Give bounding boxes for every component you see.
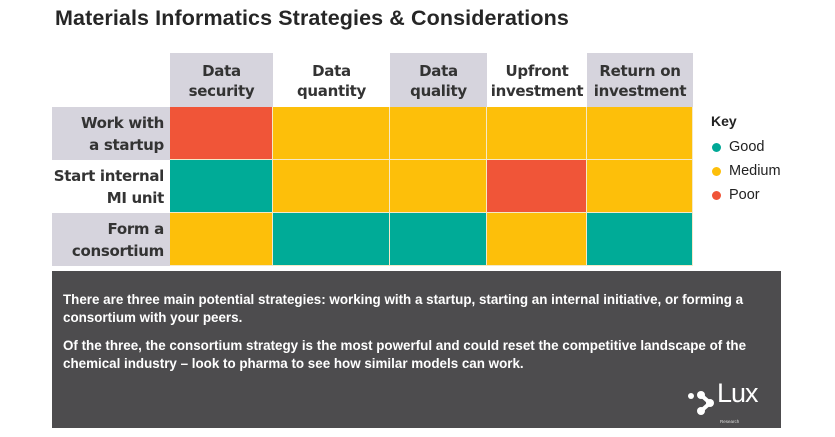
page-title: Materials Informatics Strategies & Consi… xyxy=(55,6,569,30)
rating-cell-good xyxy=(587,213,693,266)
rating-cell-medium xyxy=(390,160,487,213)
legend-label: Poor xyxy=(729,187,760,203)
legend-item-medium: Medium xyxy=(711,159,781,183)
row-label-line: Form a xyxy=(107,219,164,238)
poor-dot-icon xyxy=(712,190,721,200)
legend-item-good: Good xyxy=(711,135,781,159)
summary-panel: There are three main potential strategie… xyxy=(52,271,781,428)
row-label-line: Work with xyxy=(80,113,164,132)
rating-cell-medium xyxy=(487,213,587,266)
rating-cell-good xyxy=(170,160,273,213)
lux-molecule-icon xyxy=(688,391,714,415)
row-label-form-consortium: Form a consortium xyxy=(52,213,170,266)
legend-label: Good xyxy=(729,139,765,155)
column-header-line: Data xyxy=(312,62,351,80)
lux-research-logo: Lux Research xyxy=(687,378,767,424)
row-label-line: Start internal xyxy=(53,166,165,185)
row-label-line: MI unit xyxy=(106,188,165,207)
legend-title: Key xyxy=(711,113,737,129)
legend-item-poor: Poor xyxy=(711,183,781,207)
row-label-work-with-startup: Work with a startup xyxy=(52,107,170,160)
row-label-line: a startup xyxy=(89,135,164,154)
column-header-line: security xyxy=(188,82,255,100)
rating-cell-poor xyxy=(170,107,273,160)
rating-cell-medium xyxy=(487,107,587,160)
column-header-line: investment xyxy=(593,82,687,100)
row-label-start-internal-mi-unit: Start internal MI unit xyxy=(52,160,170,213)
column-header-upfront-investment: Upfront investment xyxy=(487,53,587,107)
column-header-line: investment xyxy=(490,82,584,100)
logo-wordmark: Lux xyxy=(717,378,759,408)
rating-cell-good xyxy=(273,213,390,266)
rating-cell-poor xyxy=(487,160,587,213)
legend: Key Good Medium Poor xyxy=(711,113,781,207)
column-header-line: Data xyxy=(419,62,458,80)
column-header-data-quantity: Data quantity xyxy=(273,53,390,107)
column-header-line: Return on xyxy=(599,62,681,80)
row-label-line: consortium xyxy=(71,241,164,260)
good-dot-icon xyxy=(712,142,721,152)
rating-cell-medium xyxy=(170,213,273,266)
column-header-data-security: Data security xyxy=(170,53,273,107)
legend-label: Medium xyxy=(729,163,781,179)
rating-cell-medium xyxy=(273,107,390,160)
summary-paragraph-2: Of the three, the consortium strategy is… xyxy=(63,338,747,371)
rating-cell-good xyxy=(390,213,487,266)
column-header-line: Data xyxy=(202,62,241,80)
medium-dot-icon xyxy=(712,166,721,176)
rating-cell-medium xyxy=(587,160,693,213)
column-header-line: quality xyxy=(410,82,467,100)
summary-paragraph-1: There are three main potential strategie… xyxy=(63,292,744,325)
logo-subtitle: Research xyxy=(720,419,740,424)
column-header-return-on-investment: Return on investment xyxy=(587,53,693,107)
rating-cell-medium xyxy=(273,160,390,213)
rating-cell-medium xyxy=(390,107,487,160)
column-header-line: Upfront xyxy=(505,62,569,80)
column-header-data-quality: Data quality xyxy=(390,53,487,107)
column-header-line: quantity xyxy=(296,82,367,100)
rating-cell-medium xyxy=(587,107,693,160)
